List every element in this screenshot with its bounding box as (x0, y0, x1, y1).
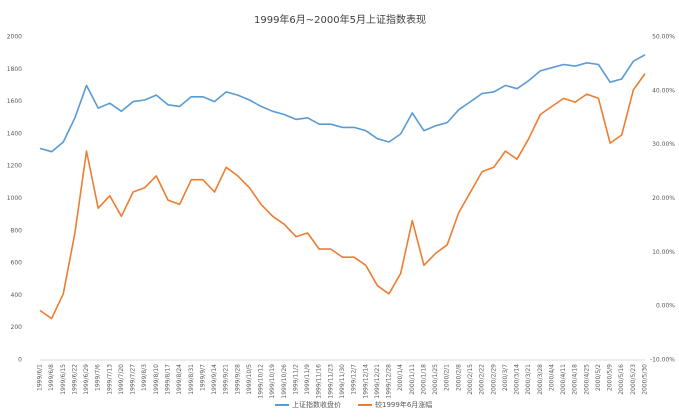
x-tick-label: 2000/1/11 (409, 364, 416, 395)
x-tick-label: 1999/6/1 (37, 364, 44, 391)
legend-label: 上证指数收盘价 (292, 400, 341, 409)
x-tick-label: 1999/12/7 (351, 364, 358, 395)
x-tick-label: 2000/1/18 (420, 364, 427, 395)
x-tick-label: 2000/3/28 (537, 364, 544, 395)
x-tick-label: 1999/7/6 (95, 364, 102, 391)
x-tick-label: 2000/2/29 (490, 364, 497, 395)
x-tick-label: 2000/5/2 (595, 364, 602, 391)
legend-label: 较1999年6月涨幅 (375, 400, 432, 409)
x-tick-label: 1999/10/5 (246, 364, 253, 395)
x-tick-label: 1999/6/15 (60, 364, 67, 395)
x-tick-label: 2000/3/14 (514, 364, 521, 395)
chart-title: 1999年6月~2000年5月上证指数表现 (254, 13, 426, 26)
x-tick-label: 1999/10/12 (258, 364, 265, 399)
series-line (39, 54, 646, 153)
y2-tick-label: -10.00% (650, 357, 675, 364)
x-tick-label: 2000/2/1 (444, 364, 451, 391)
x-tick-label: 2000/3/21 (525, 364, 532, 395)
x-tick-label: 1999/9/28 (234, 364, 241, 395)
y-tick-label: 2000 (7, 34, 22, 41)
y2-tick-label: 40.00% (652, 87, 675, 94)
x-tick-label: 2000/5/30 (642, 364, 649, 395)
x-tick-label: 1999/9/14 (211, 364, 218, 395)
x-tick-label: 2000/2/15 (467, 364, 474, 395)
x-tick-label: 1999/10/19 (269, 364, 276, 399)
y-tick-label: 1600 (7, 98, 22, 105)
x-tick-label: 2000/1/25 (432, 364, 439, 395)
y2-tick-label: 0.00% (656, 303, 675, 310)
x-tick-label: 1999/11/9 (304, 364, 311, 395)
x-tick-label: 1999/6/29 (83, 364, 90, 395)
x-tick-label: 1999/9/21 (223, 364, 230, 395)
y-tick-label: 600 (11, 260, 23, 267)
x-tick-label: 1999/12/14 (362, 364, 369, 399)
x-tick-label: 2000/1/4 (397, 364, 404, 391)
x-tick-label: 2000/5/9 (607, 364, 614, 391)
x-tick-label: 2000/4/4 (548, 364, 555, 391)
y2-tick-label: 20.00% (652, 195, 675, 202)
x-tick-label: 1999/8/31 (188, 364, 195, 395)
x-tick-label: 2000/5/23 (630, 364, 637, 395)
x-tick-label: 1999/11/23 (327, 364, 334, 399)
y2-tick-label: 10.00% (652, 249, 675, 256)
y-tick-label: 1200 (7, 163, 22, 170)
series-line (39, 73, 646, 320)
y2-tick-label: 50.00% (652, 34, 675, 41)
x-tick-label: 2000/2/22 (479, 364, 486, 395)
y-tick-label: 800 (11, 227, 23, 234)
y2-tick-label: 30.00% (652, 141, 675, 148)
y-tick-label: 400 (11, 292, 23, 299)
x-tick-label: 1999/12/28 (386, 364, 393, 399)
x-tick-label: 1999/9/7 (199, 364, 206, 391)
y-tick-label: 0 (18, 357, 22, 364)
x-tick-label: 1999/8/24 (176, 364, 183, 395)
x-tick-label: 2000/2/8 (455, 364, 462, 391)
y-tick-label: 1800 (7, 66, 22, 73)
y-tick-label: 200 (11, 324, 23, 331)
x-tick-label: 1999/7/20 (118, 364, 125, 395)
x-tick-label: 2000/4/11 (560, 364, 567, 395)
x-tick-label: 1999/8/3 (141, 364, 148, 391)
x-tick-label: 2000/4/25 (583, 364, 590, 395)
x-tick-label: 1999/12/21 (374, 364, 381, 399)
x-tick-label: 1999/8/17 (164, 364, 171, 395)
x-tick-label: 1999/11/30 (339, 364, 346, 399)
x-tick-label: 1999/6/8 (48, 364, 55, 391)
x-tick-label: 2000/5/16 (618, 364, 625, 395)
y-tick-label: 1400 (7, 130, 22, 137)
x-tick-label: 1999/7/13 (106, 364, 113, 395)
y-tick-label: 1000 (7, 195, 22, 202)
x-tick-label: 1999/6/22 (71, 364, 78, 395)
x-tick-label: 2000/4/18 (572, 364, 579, 395)
x-tick-label: 1999/11/16 (316, 364, 323, 399)
x-tick-label: 1999/10/26 (281, 364, 288, 399)
x-tick-label: 1999/8/10 (153, 364, 160, 395)
x-tick-label: 1999/11/2 (292, 364, 299, 395)
x-tick-label: 1999/7/27 (130, 364, 137, 395)
x-tick-label: 2000/3/7 (502, 364, 509, 391)
